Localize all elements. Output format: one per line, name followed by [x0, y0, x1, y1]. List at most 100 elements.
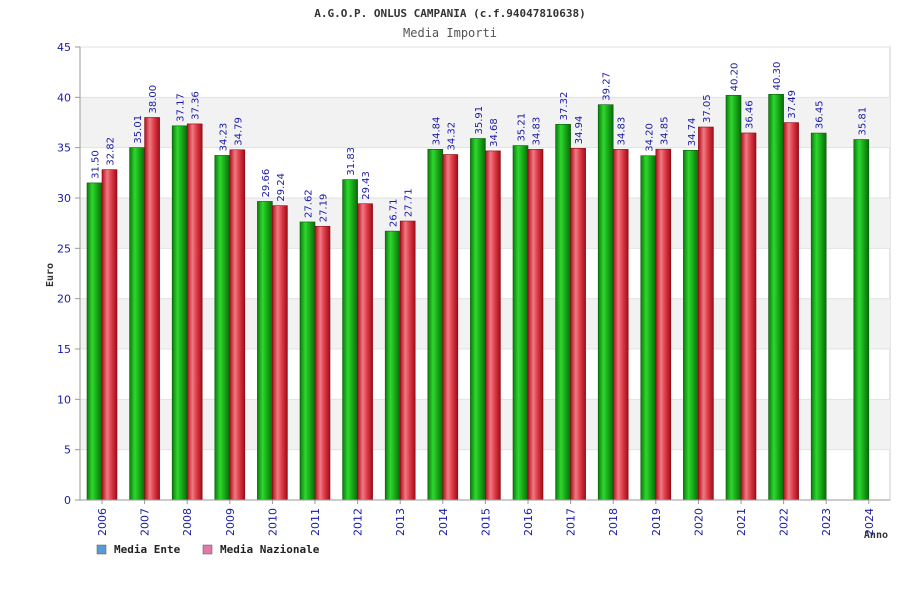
bar-media-ente-2015	[470, 138, 486, 501]
bar-media-nazionale-2020	[698, 126, 714, 501]
bar-media-ente-2007	[129, 147, 145, 501]
chart-subtitle: Media Importi	[403, 26, 497, 40]
bar-media-nazionale-2016	[527, 149, 544, 501]
value-label-media-nazionale-2012: 29.43	[361, 171, 372, 200]
value-label-media-nazionale-2022: 37.49	[787, 90, 798, 119]
value-label-media-nazionale-2016: 34.83	[532, 117, 543, 146]
bar-media-nazionale-2012	[357, 203, 373, 501]
bar-media-ente-2024	[853, 139, 870, 501]
x-tick-label-2018: 2018	[607, 508, 620, 536]
bar-media-ente-2011	[299, 221, 316, 501]
legend-label-media-ente: Media Ente	[114, 543, 181, 556]
bar-media-ente-2006	[86, 182, 103, 501]
bar-media-ente-2018	[597, 104, 614, 501]
x-tick-label-2015: 2015	[479, 508, 492, 536]
bar-media-nazionale-2019	[655, 148, 672, 501]
chart-title: A.G.O.P. ONLUS CAMPANIA (c.f.94047810638…	[314, 7, 586, 20]
x-tick-label-2024: 2024	[863, 508, 876, 536]
value-label-media-ente-2022: 40.30	[772, 62, 783, 91]
y-axis-ticks: 0 5 10 15 20 25 30 35 40 45	[57, 41, 80, 507]
bar-media-ente-2008	[171, 125, 188, 501]
value-label-media-ente-2012: 31.83	[346, 147, 357, 176]
bar-media-ente-2022	[768, 94, 784, 501]
y-tick-label: 35	[57, 142, 71, 155]
bar-media-nazionale-2022	[783, 122, 799, 501]
value-label-media-nazionale-2021: 36.46	[745, 100, 756, 129]
value-label-media-nazionale-2013: 27.71	[404, 188, 415, 217]
bar-media-ente-2017	[555, 124, 571, 501]
bar-media-nazionale-2014	[442, 154, 459, 501]
value-label-media-ente-2011: 27.62	[304, 189, 315, 218]
value-label-media-nazionale-2011: 27.19	[319, 194, 330, 223]
bar-media-ente-2023	[810, 132, 827, 501]
value-label-media-nazionale-2017: 34.94	[574, 116, 585, 145]
y-tick-label: 20	[57, 293, 71, 306]
x-tick-label-2007: 2007	[139, 508, 152, 536]
y-tick-label: 5	[64, 444, 71, 457]
x-axis-title: Anno	[864, 530, 888, 541]
value-label-media-ente-2018: 39.27	[602, 72, 613, 101]
value-label-media-ente-2017: 37.32	[559, 92, 570, 121]
x-tick-label-2014: 2014	[437, 508, 450, 536]
value-label-media-ente-2006: 31.50	[91, 150, 102, 179]
x-tick-label-2020: 2020	[692, 508, 705, 536]
value-label-media-ente-2010: 29.66	[261, 169, 272, 198]
value-label-media-ente-2019: 34.20	[644, 123, 655, 152]
value-label-media-nazionale-2018: 34.83	[617, 117, 628, 146]
x-tick-label-2010: 2010	[266, 508, 279, 536]
y-tick-label: 10	[57, 393, 71, 406]
x-tick-label-2012: 2012	[352, 508, 365, 536]
x-tick-label-2008: 2008	[181, 508, 194, 536]
y-axis-title: Euro	[45, 263, 56, 287]
bar-media-ente-2014	[427, 148, 444, 501]
y-tick-label: 30	[57, 192, 71, 205]
y-tick-label: 45	[57, 41, 71, 54]
legend-label-media-nazionale: Media Nazionale	[220, 543, 320, 556]
value-label-media-nazionale-2020: 37.05	[702, 94, 713, 123]
bar-media-nazionale-2017	[570, 147, 586, 501]
bar-media-ente-2019	[640, 155, 657, 501]
value-label-media-nazionale-2008: 37.36	[191, 91, 202, 120]
value-label-media-ente-2020: 34.74	[687, 118, 698, 147]
value-label-media-ente-2014: 34.84	[431, 117, 442, 146]
value-label-media-ente-2016: 35.21	[517, 113, 528, 142]
value-labels: 31.50 32.82 35.01 38.00 37.17 37.36 34.23 34.79…	[91, 62, 869, 227]
bar-media-ente-2013	[384, 230, 401, 501]
value-label-media-ente-2015: 35.91	[474, 106, 485, 135]
bar-media-nazionale-2021	[740, 132, 757, 501]
bar-media-nazionale-2013	[399, 220, 416, 501]
bar-media-nazionale-2008	[186, 123, 203, 501]
value-label-media-ente-2009: 34.23	[218, 123, 229, 152]
x-axis-ticks: 2006 2007 2008 2009 2010 2011 2012 2013 2014 2015…	[96, 500, 876, 536]
value-label-media-nazionale-2010: 29.24	[276, 173, 287, 202]
bar-media-nazionale-2018	[612, 149, 629, 501]
bar-media-nazionale-2007	[144, 117, 160, 501]
value-label-media-ente-2024: 35.81	[857, 107, 868, 136]
bar-media-ente-2020	[683, 149, 699, 501]
x-tick-label-2009: 2009	[224, 508, 237, 536]
value-label-media-nazionale-2007: 38.00	[148, 85, 159, 114]
x-tick-label-2011: 2011	[309, 508, 322, 536]
y-tick-label: 15	[57, 343, 71, 356]
y-tick-label: 25	[57, 242, 71, 255]
y-tick-label: 0	[64, 494, 71, 507]
bar-media-ente-2009	[214, 155, 231, 501]
bar-media-nazionale-2011	[314, 225, 331, 501]
x-tick-label-2016: 2016	[522, 508, 535, 536]
x-tick-label-2019: 2019	[650, 508, 663, 536]
legend-swatch-media-nazionale	[202, 544, 213, 555]
value-label-media-ente-2023: 36.45	[815, 100, 826, 129]
value-label-media-ente-2008: 37.17	[176, 93, 187, 122]
bar-media-ente-2010	[257, 201, 273, 501]
bar-media-nazionale-2015	[485, 150, 501, 501]
x-tick-label-2013: 2013	[394, 508, 407, 536]
value-label-media-nazionale-2006: 32.82	[106, 137, 117, 166]
x-tick-label-2006: 2006	[96, 508, 109, 536]
bar-media-nazionale-2009	[229, 149, 246, 501]
value-label-media-ente-2021: 40.20	[730, 63, 741, 92]
bar-media-ente-2016	[512, 145, 529, 501]
legend-swatch-media-ente	[96, 544, 107, 555]
value-label-media-nazionale-2019: 34.85	[659, 117, 670, 146]
bar-media-ente-2021	[725, 95, 742, 501]
